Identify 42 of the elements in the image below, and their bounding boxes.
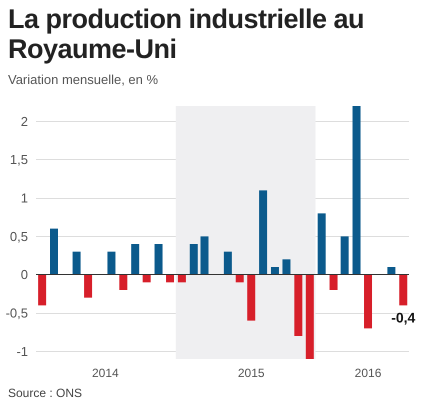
bar: [270, 267, 279, 275]
bar: [72, 252, 81, 275]
bar: [131, 244, 140, 275]
y-tick-label: 2: [20, 114, 28, 129]
y-tick-label: 1: [20, 190, 28, 206]
bar: [119, 274, 128, 290]
bar: [318, 213, 326, 275]
bar: [190, 244, 198, 275]
bar: [84, 274, 92, 298]
bar: [247, 274, 256, 321]
bar: [200, 236, 208, 275]
bar: [142, 274, 151, 282]
bar: [399, 274, 408, 306]
bar: [50, 228, 58, 275]
bar: [154, 244, 163, 275]
data-label: -0,4: [391, 309, 416, 326]
bar: [340, 236, 349, 275]
y-tick-label: -1: [16, 344, 28, 359]
bar: [306, 274, 314, 359]
bar: [166, 274, 174, 282]
x-tick-label: 2014: [92, 366, 119, 380]
bar: [330, 274, 338, 290]
bar: [387, 267, 396, 275]
bar: [364, 274, 372, 328]
bar: [294, 274, 302, 336]
bar: [352, 106, 361, 275]
bar: [38, 274, 46, 306]
y-tick-label: 0,5: [10, 228, 28, 244]
x-tick-label: 2015: [238, 366, 265, 380]
bar: [236, 274, 244, 282]
y-tick-label: -0,5: [6, 306, 28, 320]
bar: [282, 259, 290, 275]
bar: [107, 252, 116, 275]
chart-subtitle: Variation mensuelle, en %: [8, 72, 158, 87]
y-tick-label: 1,5: [10, 152, 28, 168]
chart-title: La production industrielle au Royaume-Uni: [8, 4, 366, 64]
source-note: Source : ONS: [8, 386, 82, 400]
bar: [259, 190, 268, 275]
bar: [224, 252, 232, 275]
x-tick-label: 2016: [354, 366, 382, 380]
bar: [178, 274, 186, 282]
y-tick-label: 0: [20, 267, 28, 282]
